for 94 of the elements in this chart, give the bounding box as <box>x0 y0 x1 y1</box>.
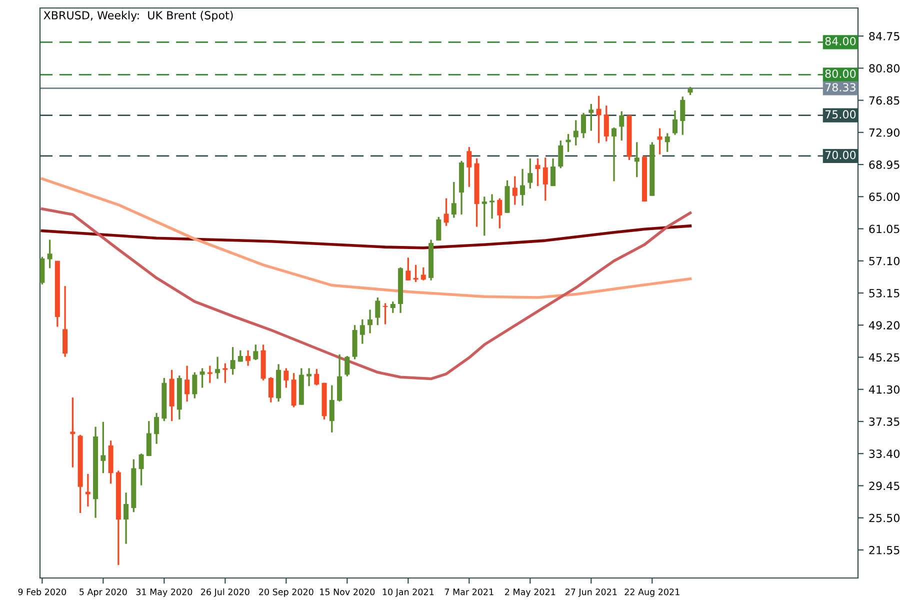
y-tick-label: 33.40 <box>869 450 900 458</box>
candlestick <box>634 141 640 178</box>
y-tick-label: 72.90 <box>869 128 900 137</box>
candlestick <box>420 266 426 282</box>
candlestick <box>360 318 365 345</box>
x-tick-label: 26 Jul 2020 <box>201 588 250 597</box>
candlestick <box>566 133 571 153</box>
candlestick <box>619 110 624 142</box>
candlestick <box>612 126 617 182</box>
line-series <box>40 177 692 299</box>
y-tick-label: 80.80 <box>869 64 900 73</box>
y-tick-label: 76.85 <box>869 96 900 105</box>
candlestick <box>124 492 129 545</box>
candlestick <box>512 175 518 206</box>
candlestick <box>284 367 289 389</box>
y-tick-label: 65.00 <box>869 192 900 202</box>
candlestick <box>230 346 236 376</box>
x-tick-label: 20 Sep 2020 <box>259 588 314 597</box>
candlestick <box>200 367 205 389</box>
y-tick-label: 53.15 <box>869 288 900 298</box>
line-series <box>40 224 692 250</box>
ref-line-label: 75.00 <box>825 110 856 119</box>
x-tick-label: 2 May 2021 <box>505 588 556 597</box>
candlestick <box>520 168 526 206</box>
candlestick <box>528 158 533 190</box>
candlestick <box>253 344 258 361</box>
y-tick-label: 29.45 <box>869 482 900 490</box>
candlestick <box>246 349 251 367</box>
ref-line-label: 70.00 <box>825 150 856 160</box>
y-tick-label: 37.35 <box>869 417 900 426</box>
candlestick <box>657 128 662 156</box>
candlestick <box>581 112 586 139</box>
ref-line-label: 78.33 <box>825 83 856 92</box>
candlestick <box>535 158 540 187</box>
candlestick <box>466 146 472 188</box>
candlestick <box>542 156 548 202</box>
candlestick <box>215 356 220 380</box>
candlestick <box>368 308 373 334</box>
candlestick <box>207 364 212 384</box>
candlestick <box>664 132 670 153</box>
candlestick <box>604 104 609 142</box>
candlestick <box>344 355 350 378</box>
candlestick <box>329 384 334 434</box>
candlestick <box>100 421 106 474</box>
candlestick <box>70 396 76 468</box>
x-tick-label: 31 May 2020 <box>136 588 192 597</box>
candlestick <box>314 368 320 386</box>
y-tick-label: 49.20 <box>868 321 900 330</box>
candlestick <box>482 196 487 237</box>
candlestick <box>382 302 388 326</box>
candlestick <box>222 362 228 384</box>
y-tick-label: 41.30 <box>868 385 900 394</box>
candlestick <box>192 371 198 400</box>
candlestick <box>451 181 456 219</box>
y-tick-label: 57.10 <box>869 256 900 266</box>
ref-line-label: 80.00 <box>825 69 856 78</box>
y-tick-label: 68.95 <box>869 160 900 169</box>
x-tick-label: 9 Feb 2020 <box>18 588 66 596</box>
ref-line-label: 84.00 <box>825 36 856 46</box>
x-tick-label: 5 Apr 2020 <box>80 588 127 597</box>
y-tick-label: 25.50 <box>869 514 900 522</box>
candlestick <box>413 264 418 283</box>
candlestick <box>138 452 144 486</box>
candlestick <box>184 364 190 402</box>
chart-title: XBRUSD, Weekly: UK Brent (Spot) <box>44 10 233 22</box>
candlestick <box>558 140 564 170</box>
line-series <box>40 207 692 380</box>
y-tick-label: 21.55 <box>869 546 900 554</box>
y-tick-label: 84.75 <box>869 32 900 40</box>
candlestick <box>596 94 602 144</box>
candlestick <box>490 193 495 220</box>
candlestick <box>47 238 52 270</box>
x-tick-label: 10 Jan 2021 <box>382 588 434 597</box>
candlestick <box>306 367 312 387</box>
candlestick <box>588 103 594 132</box>
candlestick <box>268 376 274 404</box>
candlestick <box>497 197 502 230</box>
candlestick <box>436 216 442 242</box>
x-tick-label: 27 Jun 2021 <box>565 588 617 597</box>
candlestick <box>573 119 578 146</box>
candlestick <box>406 256 411 282</box>
x-tick-label: 7 Mar 2021 <box>444 588 494 596</box>
y-tick-label: 45.25 <box>868 353 900 362</box>
candlestick <box>146 420 152 457</box>
candlestick <box>672 110 678 136</box>
y-tick-label: 61.05 <box>869 224 900 234</box>
candlestick <box>680 96 686 136</box>
candlestick <box>390 300 396 314</box>
candlestick <box>550 158 556 187</box>
x-tick-label: 15 Nov 2020 <box>320 588 375 596</box>
candlestick <box>444 197 449 227</box>
candlestick <box>154 412 160 445</box>
candlestick <box>375 296 380 326</box>
x-tick-label: 22 Aug 2021 <box>624 588 680 597</box>
